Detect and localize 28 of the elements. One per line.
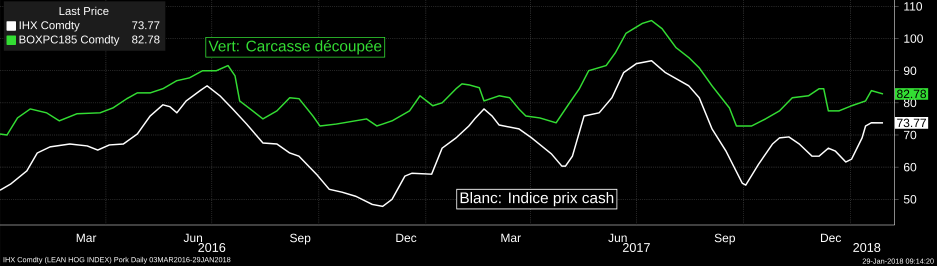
- data-label: 73.77: [897, 118, 926, 128]
- annotation: Blanc: Indice prix cash: [460, 192, 614, 206]
- y-tick-label: 70: [904, 130, 916, 140]
- legend-title: Last Price: [60, 6, 109, 16]
- x-tick-label: Sep: [714, 234, 735, 245]
- x-tick-label: Jun: [608, 234, 627, 242]
- x-tick-label: Mar: [501, 234, 521, 242]
- x-tick-label: Dec: [820, 234, 842, 242]
- legend-label: BOXPC185 Comdty: [20, 35, 120, 46]
- y-tick-label: 90: [904, 66, 916, 75]
- x-tick-label: Jun: [184, 234, 202, 242]
- y-tick-label: 100: [904, 34, 923, 43]
- x-tick-label: Mar: [76, 234, 96, 242]
- x2-tick-label: 2016: [198, 243, 226, 252]
- x2-tick-label: 2018: [853, 243, 880, 252]
- line-series: [0, 20, 884, 136]
- data-label: 82.78: [897, 90, 926, 98]
- x-tick-label: Dec: [396, 234, 416, 242]
- text: 82.78: [132, 35, 160, 44]
- text: 73.77: [132, 21, 160, 30]
- x2-tick-label: 2017: [622, 243, 650, 252]
- annotation: Vert: Carcasse découpée: [208, 40, 382, 54]
- x-tick-label: Sep: [290, 234, 310, 245]
- line-series: [0, 60, 884, 208]
- y-tick-label: 50: [904, 195, 916, 204]
- y-tick-label: 60: [904, 162, 916, 172]
- legend-label: IHX Comdty: [20, 20, 80, 32]
- y-tick-label: 110: [904, 2, 922, 11]
